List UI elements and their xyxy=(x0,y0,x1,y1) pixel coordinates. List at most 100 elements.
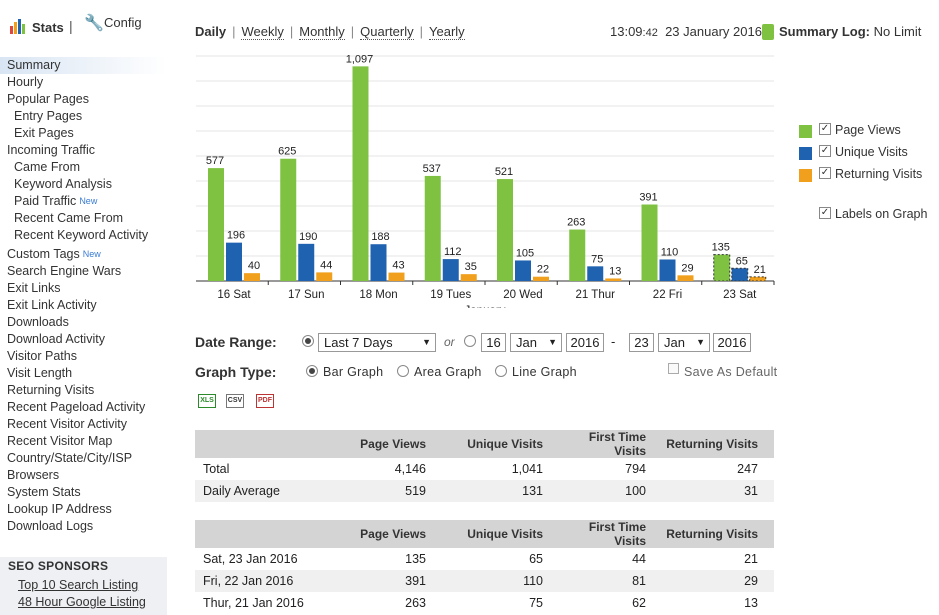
legend-checkbox-page-views[interactable]: ✓ xyxy=(819,123,831,135)
bar-unique-visits[interactable] xyxy=(226,242,242,281)
labels-on-graph-checkbox[interactable]: ✓ xyxy=(819,207,831,219)
table-header[interactable]: Returning Visits xyxy=(662,430,774,458)
wrench-icon[interactable]: 🔧 xyxy=(84,15,104,32)
legend-returning-visits: ✓ Returning Visits xyxy=(799,167,939,183)
sidebar-item-label: Lookup IP Address xyxy=(7,502,112,516)
sidebar-item-summary[interactable]: Summary xyxy=(0,57,167,74)
table-header[interactable]: First Time Visits xyxy=(559,430,662,458)
sidebar-item-custom-tags[interactable]: Custom Tags New xyxy=(0,246,167,263)
sidebar-item-visitor-paths[interactable]: Visitor Paths xyxy=(0,348,167,365)
sidebar-item-paid-traffic[interactable]: Paid Traffic New xyxy=(0,193,167,210)
sidebar-item-download-logs[interactable]: Download Logs xyxy=(0,518,167,535)
summary-log: Summary Log: No Limit xyxy=(779,24,921,39)
to-day-field[interactable]: 23 xyxy=(629,333,654,352)
to-month-select[interactable]: Jan ▼ xyxy=(658,333,710,352)
bar-page-views[interactable] xyxy=(569,229,586,281)
table-cell: 135 xyxy=(405,552,426,566)
bar-unique-visits[interactable] xyxy=(442,259,459,281)
save-default-checkbox[interactable] xyxy=(668,363,679,374)
tab-daily[interactable]: Daily xyxy=(195,24,227,39)
data-label: 521 xyxy=(495,166,513,178)
bar-returning-visits[interactable] xyxy=(388,272,405,281)
sidebar-item-popular-pages[interactable]: Popular Pages xyxy=(0,91,167,108)
from-month-select[interactable]: Jan ▼ xyxy=(510,333,562,352)
table-header[interactable]: First Time Visits xyxy=(559,520,662,548)
sidebar-item-hourly[interactable]: Hourly xyxy=(0,74,167,91)
pdf-export-icon[interactable]: PDF xyxy=(256,394,274,408)
legend-checkbox-returning-visits[interactable]: ✓ xyxy=(819,167,831,179)
table-header[interactable]: Page Views xyxy=(342,430,442,458)
sidebar-item-country-state-city-isp[interactable]: Country/State/City/ISP xyxy=(0,450,167,467)
sidebar-item-recent-came-from[interactable]: Recent Came From xyxy=(0,210,167,227)
area-graph-radio[interactable] xyxy=(397,365,409,377)
table-header[interactable]: Page Views xyxy=(342,520,442,548)
date-range-custom-radio[interactable] xyxy=(464,335,476,347)
bar-returning-visits[interactable] xyxy=(244,273,260,281)
bar-returning-visits[interactable] xyxy=(316,272,333,281)
table-header[interactable]: Returning Visits xyxy=(662,520,774,548)
tab-quarterly[interactable]: Quarterly xyxy=(360,24,414,40)
table-header[interactable]: Unique Visits xyxy=(442,430,559,458)
date-range-preset-select[interactable]: Last 7 Days ▼ xyxy=(318,333,436,352)
bar-page-views[interactable] xyxy=(497,179,513,281)
bar-page-views[interactable] xyxy=(280,158,297,281)
excel-export-icon[interactable]: XLS xyxy=(198,394,216,408)
bar-returning-visits[interactable] xyxy=(460,274,477,281)
bar-unique-visits[interactable] xyxy=(298,243,315,281)
data-label: 44 xyxy=(320,259,332,271)
config-tab[interactable]: Config xyxy=(104,15,142,30)
date-range-preset-radio[interactable] xyxy=(302,335,314,347)
bar-page-views[interactable] xyxy=(352,66,369,281)
sidebar-item-returning-visits[interactable]: Returning Visits xyxy=(0,382,167,399)
sidebar-item-entry-pages[interactable]: Entry Pages xyxy=(0,108,167,125)
stats-tab[interactable]: Stats xyxy=(32,20,64,35)
bar-returning-visits[interactable] xyxy=(533,276,549,281)
sidebar-item-recent-visitor-map[interactable]: Recent Visitor Map xyxy=(0,433,167,450)
table-header[interactable]: Unique Visits xyxy=(442,520,559,548)
bar-page-views[interactable] xyxy=(208,168,224,281)
to-year-field[interactable]: 2016 xyxy=(713,333,751,352)
sponsor-link-48hour[interactable]: 48 Hour Google Listing xyxy=(18,595,146,609)
legend-checkbox-unique-visits[interactable]: ✓ xyxy=(819,145,831,157)
bar-returning-visits[interactable] xyxy=(605,278,622,281)
sidebar-item-browsers[interactable]: Browsers xyxy=(0,467,167,484)
sidebar-item-lookup-ip-address[interactable]: Lookup IP Address xyxy=(0,501,167,518)
line-graph-radio[interactable] xyxy=(495,365,507,377)
bar-unique-visits[interactable] xyxy=(731,267,749,282)
bar-graph-radio[interactable] xyxy=(306,365,318,377)
bar-returning-visits[interactable] xyxy=(677,275,694,281)
tab-weekly[interactable]: Weekly xyxy=(241,24,284,40)
sidebar-item-visit-length[interactable]: Visit Length xyxy=(0,365,167,382)
sidebar-item-search-engine-wars[interactable]: Search Engine Wars xyxy=(0,263,167,280)
tick-label: 23 Sat xyxy=(723,289,757,301)
sidebar-item-recent-pageload-activity[interactable]: Recent Pageload Activity xyxy=(0,399,167,416)
sidebar-item-download-activity[interactable]: Download Activity xyxy=(0,331,167,348)
bar-unique-visits[interactable] xyxy=(370,244,387,281)
tab-yearly[interactable]: Yearly xyxy=(429,24,465,40)
sidebar-item-came-from[interactable]: Came From xyxy=(0,159,167,176)
bar-page-views[interactable] xyxy=(641,204,658,282)
sponsor-link-top10[interactable]: Top 10 Search Listing xyxy=(18,578,139,592)
bar-page-views[interactable] xyxy=(424,175,441,281)
bar-returning-visits[interactable] xyxy=(749,276,767,282)
bar-unique-visits[interactable] xyxy=(515,260,531,281)
bar-unique-visits[interactable] xyxy=(659,259,676,281)
sidebar-item-keyword-analysis[interactable]: Keyword Analysis xyxy=(0,176,167,193)
from-day-field[interactable]: 16 xyxy=(481,333,506,352)
sidebar-item-incoming-traffic[interactable]: Incoming Traffic xyxy=(0,142,167,159)
tab-monthly[interactable]: Monthly xyxy=(299,24,345,40)
sidebar-item-downloads[interactable]: Downloads xyxy=(0,314,167,331)
sidebar-item-system-stats[interactable]: System Stats xyxy=(0,484,167,501)
sidebar-item-recent-visitor-activity[interactable]: Recent Visitor Activity xyxy=(0,416,167,433)
csv-export-icon[interactable]: CSV xyxy=(226,394,244,408)
area-graph-label: Area Graph xyxy=(414,365,482,379)
bar-unique-visits[interactable] xyxy=(587,266,604,281)
sidebar-item-exit-link-activity[interactable]: Exit Link Activity xyxy=(0,297,167,314)
from-year-field[interactable]: 2016 xyxy=(566,333,604,352)
sidebar-item-exit-pages[interactable]: Exit Pages xyxy=(0,125,167,142)
bar-page-views[interactable] xyxy=(713,254,731,282)
sidebar-topbar: Stats | 🔧 Config xyxy=(0,0,167,50)
table-cell: 4,146 xyxy=(394,462,426,476)
sidebar-item-exit-links[interactable]: Exit Links xyxy=(0,280,167,297)
sidebar-item-recent-keyword-activity[interactable]: Recent Keyword Activity xyxy=(0,227,167,244)
